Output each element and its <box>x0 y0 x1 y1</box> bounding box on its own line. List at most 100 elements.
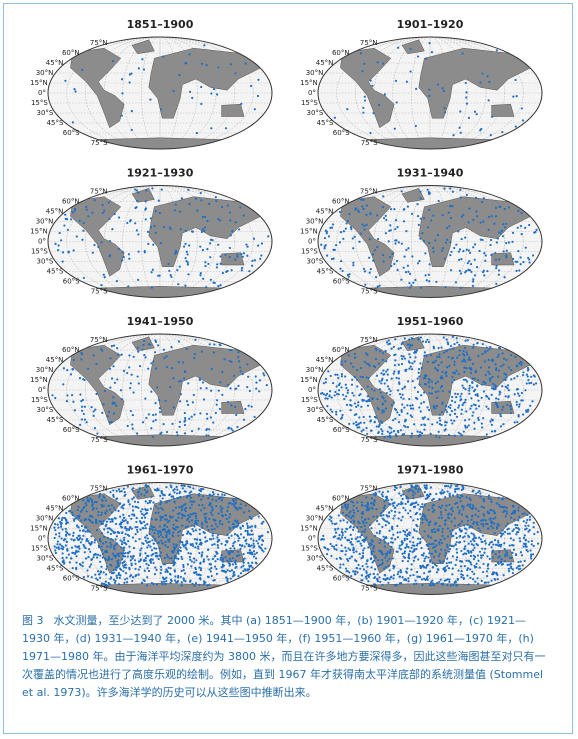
station-dot <box>404 419 408 422</box>
station-dot <box>449 530 452 533</box>
station-dot <box>397 502 400 506</box>
station-dot <box>361 205 364 208</box>
station-dot <box>207 434 210 437</box>
station-dot <box>144 484 147 487</box>
land <box>131 39 155 55</box>
station-dot <box>364 504 367 507</box>
station-dot <box>521 119 525 122</box>
station-dot <box>206 248 209 251</box>
station-dot <box>482 522 485 526</box>
station-dot <box>474 404 477 407</box>
station-dot <box>472 558 476 561</box>
station-dot <box>434 359 438 362</box>
station-dot <box>211 557 215 561</box>
station-dot <box>411 380 414 383</box>
station-dot <box>136 491 140 494</box>
station-dot <box>361 223 364 226</box>
station-dot <box>481 554 485 557</box>
station-dot <box>176 519 179 522</box>
station-dot <box>352 528 355 531</box>
station-dot <box>214 565 217 568</box>
station-dot <box>520 363 523 366</box>
station-dot <box>135 516 138 520</box>
station-dot <box>133 514 136 517</box>
station-dot <box>212 281 215 284</box>
station-dot <box>385 552 388 555</box>
station-dot <box>185 540 188 543</box>
station-dot <box>142 514 146 517</box>
station-dot <box>112 412 116 415</box>
station-dot <box>193 352 196 356</box>
station-dot <box>60 537 63 540</box>
station-dot <box>252 237 256 240</box>
station-dot <box>168 499 171 502</box>
station-dot <box>471 578 475 581</box>
station-dot <box>257 78 260 81</box>
station-dot <box>146 508 149 512</box>
station-dot <box>195 570 198 574</box>
station-dot <box>94 521 97 524</box>
station-dot <box>203 506 206 510</box>
lat-label: 0° <box>38 89 46 97</box>
station-dot <box>430 380 433 383</box>
station-dot <box>185 518 189 522</box>
station-dot <box>199 271 202 275</box>
station-dot <box>412 502 415 505</box>
station-dot <box>346 389 350 392</box>
station-dot <box>144 218 147 221</box>
station-dot <box>75 549 78 552</box>
station-dot <box>393 353 396 357</box>
station-dot <box>159 551 162 554</box>
station-dot <box>238 554 241 557</box>
station-dot <box>498 524 501 527</box>
station-dot <box>123 541 126 544</box>
station-dot <box>400 519 403 522</box>
station-dot <box>505 254 508 257</box>
station-dot <box>130 564 133 567</box>
station-dot <box>353 511 356 514</box>
station-dot <box>192 512 195 515</box>
station-dot <box>465 559 468 562</box>
station-dot <box>324 377 328 380</box>
station-dot <box>105 509 108 512</box>
station-dot <box>362 538 365 542</box>
station-dot <box>62 559 65 562</box>
station-dot <box>420 432 424 435</box>
station-dot <box>229 63 233 66</box>
station-dot <box>360 430 363 433</box>
station-dot <box>345 386 348 390</box>
station-dot <box>405 497 408 500</box>
station-dot <box>514 553 518 557</box>
station-dot <box>450 561 453 564</box>
station-dot <box>408 346 411 349</box>
station-dot <box>82 276 85 280</box>
station-dot <box>353 235 356 238</box>
station-dot <box>503 560 506 563</box>
station-dot <box>172 406 175 409</box>
station-dot <box>468 505 471 508</box>
station-dot <box>423 375 426 378</box>
station-dot <box>323 247 326 250</box>
station-dot <box>242 553 245 556</box>
station-dot <box>224 127 228 130</box>
station-dot <box>495 367 498 370</box>
station-dot <box>60 544 63 547</box>
station-dot <box>446 490 449 493</box>
station-dot <box>81 68 84 71</box>
station-dot <box>409 407 413 410</box>
station-dot <box>381 558 384 562</box>
station-dot <box>443 491 446 494</box>
station-dot <box>188 520 191 523</box>
station-dot <box>129 575 132 578</box>
station-dot <box>420 402 423 405</box>
station-dot <box>139 554 142 557</box>
station-dot <box>410 212 414 215</box>
station-dot <box>503 276 506 279</box>
station-dot <box>480 127 483 131</box>
station-dot <box>115 554 118 557</box>
station-dot <box>486 75 489 78</box>
station-dot <box>384 524 387 527</box>
station-dot <box>116 553 119 556</box>
station-dot <box>155 547 158 550</box>
map-panel: 1951–196075°N60°N45°N30°N15°N0°15°S30°S4… <box>300 315 543 447</box>
